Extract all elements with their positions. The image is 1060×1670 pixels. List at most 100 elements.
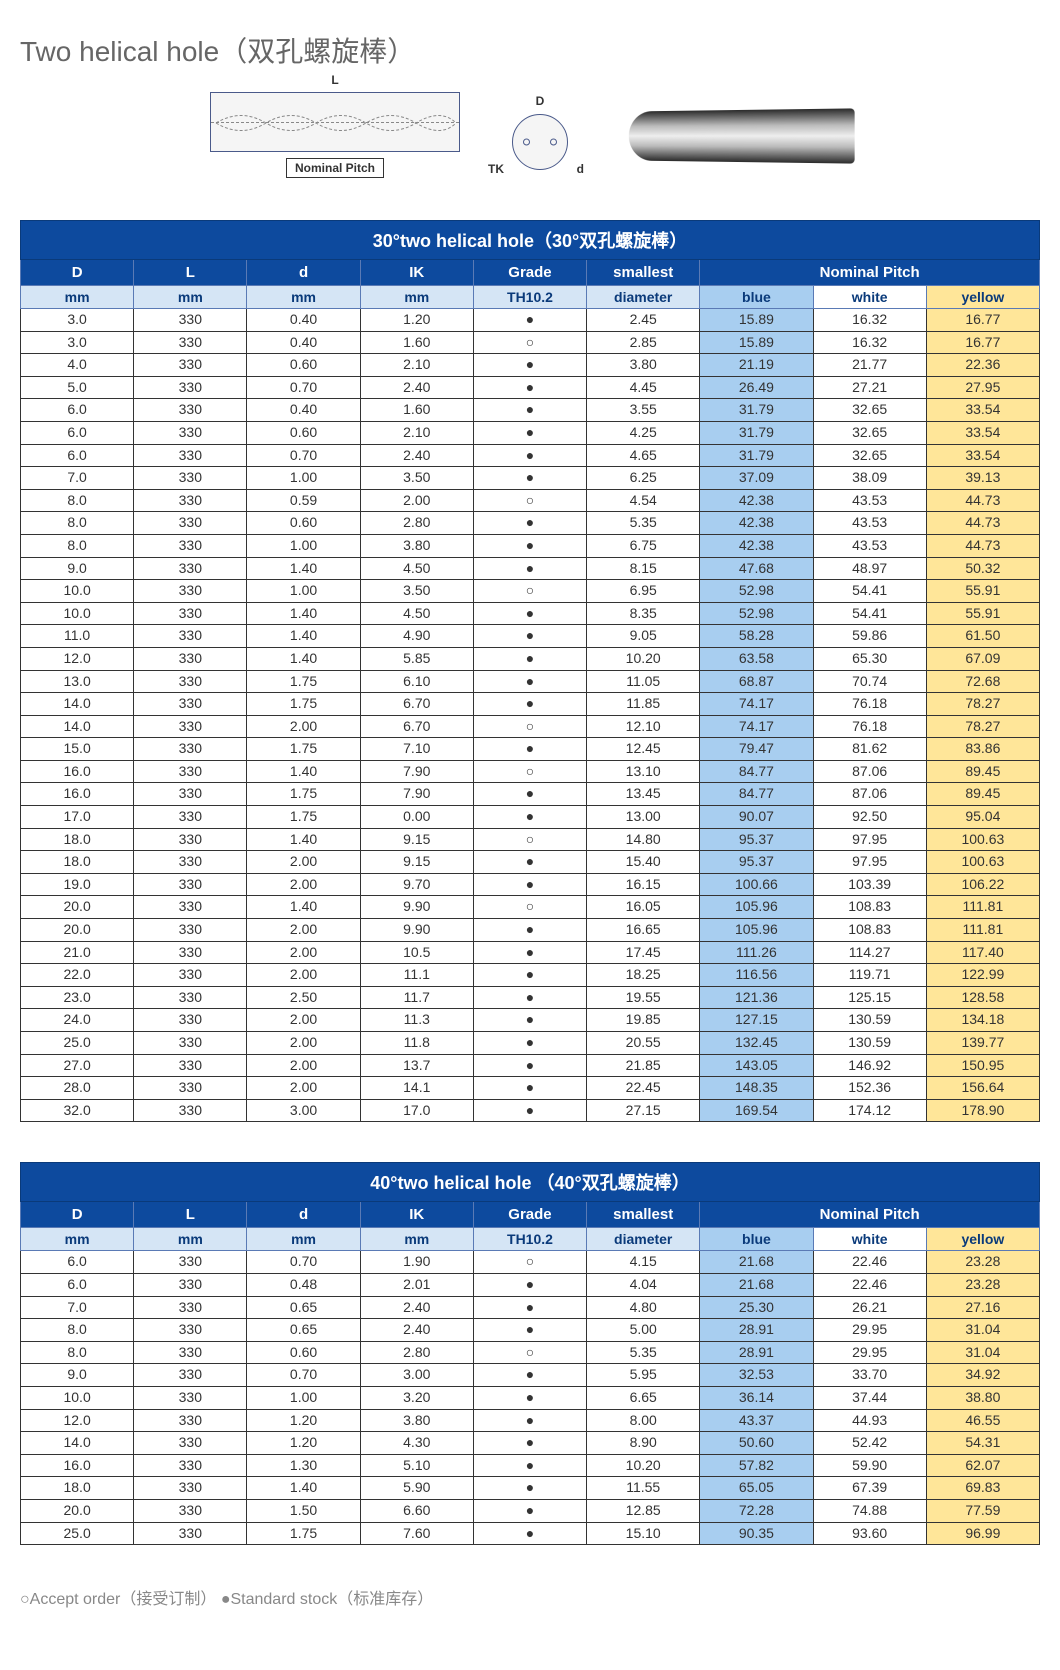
cell: 1.20 <box>247 1409 360 1432</box>
cell: ● <box>473 1499 586 1522</box>
cell: ○ <box>473 760 586 783</box>
cell: 89.45 <box>926 760 1039 783</box>
table-row: 13.03301.756.10●11.0568.8770.7472.68 <box>21 670 1040 693</box>
cell: 1.30 <box>247 1454 360 1477</box>
cell: 9.15 <box>360 828 473 851</box>
cell: 43.37 <box>700 1409 813 1432</box>
cell: ● <box>473 1454 586 1477</box>
cell: 28.91 <box>700 1341 813 1364</box>
cell: 9.70 <box>360 873 473 896</box>
cell: 0.60 <box>247 512 360 535</box>
cell: 27.0 <box>21 1054 134 1077</box>
sub-header: diameter <box>587 1228 700 1251</box>
cell: 4.0 <box>21 354 134 377</box>
cell: 46.55 <box>926 1409 1039 1432</box>
cell: 33.54 <box>926 444 1039 467</box>
cell: 2.10 <box>360 421 473 444</box>
cell: 103.39 <box>813 873 926 896</box>
cell: 330 <box>134 625 247 648</box>
cell: 16.32 <box>813 331 926 354</box>
cell: ● <box>473 1386 586 1409</box>
page-title: Two helical hole（双孔螺旋棒） <box>20 30 1040 70</box>
col-header: D <box>21 260 134 286</box>
side-view-diagram: L Nominal Pitch <box>210 92 460 178</box>
cell: 3.50 <box>360 580 473 603</box>
col-header: Grade <box>473 260 586 286</box>
cell: ● <box>473 309 586 332</box>
cell: ● <box>473 986 586 1009</box>
cell: 330 <box>134 489 247 512</box>
cell: 32.65 <box>813 399 926 422</box>
cell: 132.45 <box>700 1032 813 1055</box>
cell: 74.17 <box>700 693 813 716</box>
cell: 16.15 <box>587 873 700 896</box>
cell: 28.91 <box>700 1319 813 1342</box>
cell: 3.00 <box>360 1364 473 1387</box>
sub-header: mm <box>360 286 473 309</box>
cell: ○ <box>473 1251 586 1274</box>
cell: 18.0 <box>21 1477 134 1500</box>
cell: 16.0 <box>21 783 134 806</box>
cell: 23.28 <box>926 1273 1039 1296</box>
cell: 1.40 <box>247 760 360 783</box>
cell: ● <box>473 376 586 399</box>
cell: 14.80 <box>587 828 700 851</box>
cell: 31.79 <box>700 399 813 422</box>
cell: 146.92 <box>813 1054 926 1077</box>
cell: 31.04 <box>926 1341 1039 1364</box>
cell: ● <box>473 1296 586 1319</box>
cell: 38.80 <box>926 1386 1039 1409</box>
cell: 111.26 <box>700 941 813 964</box>
col-header: IK <box>360 260 473 286</box>
cell: ○ <box>473 896 586 919</box>
cell: 34.92 <box>926 1364 1039 1387</box>
cell: 44.93 <box>813 1409 926 1432</box>
cell: 25.30 <box>700 1296 813 1319</box>
col-header: d <box>247 260 360 286</box>
cell: 47.68 <box>700 557 813 580</box>
cell: 31.04 <box>926 1319 1039 1342</box>
col-header: D <box>21 1202 134 1228</box>
cell: 2.80 <box>360 1341 473 1364</box>
cell: ● <box>473 557 586 580</box>
cell: 44.73 <box>926 534 1039 557</box>
cell: 21.19 <box>700 354 813 377</box>
spec-table-1: 40°two helical hole （40°双孔螺旋棒）DLdIKGrade… <box>20 1162 1040 1545</box>
cell: 330 <box>134 580 247 603</box>
cell: 130.59 <box>813 1032 926 1055</box>
sub-header: yellow <box>926 286 1039 309</box>
cell: 0.40 <box>247 309 360 332</box>
cell: 148.35 <box>700 1077 813 1100</box>
table-row: 16.03301.407.90○13.1084.7787.0689.45 <box>21 760 1040 783</box>
cell: 3.50 <box>360 467 473 490</box>
table-row: 16.03301.305.10●10.2057.8259.9062.07 <box>21 1454 1040 1477</box>
cell: 25.0 <box>21 1032 134 1055</box>
cell: 26.21 <box>813 1296 926 1319</box>
cell: 0.70 <box>247 444 360 467</box>
table-row: 23.03302.5011.7●19.55121.36125.15128.58 <box>21 986 1040 1009</box>
cell: 11.85 <box>587 693 700 716</box>
cell: 32.0 <box>21 1099 134 1122</box>
cell: 37.09 <box>700 467 813 490</box>
cell: 5.00 <box>587 1319 700 1342</box>
cell: 1.75 <box>247 783 360 806</box>
cell: 11.7 <box>360 986 473 1009</box>
cell: 13.7 <box>360 1054 473 1077</box>
cell: 114.27 <box>813 941 926 964</box>
cell: 1.00 <box>247 467 360 490</box>
cell: 330 <box>134 1499 247 1522</box>
cell: 29.95 <box>813 1319 926 1342</box>
cell: 100.66 <box>700 873 813 896</box>
table-row: 14.03301.204.30●8.9050.6052.4254.31 <box>21 1432 1040 1455</box>
cell: 55.91 <box>926 602 1039 625</box>
cell: 7.0 <box>21 1296 134 1319</box>
col-header: smallest <box>587 1202 700 1228</box>
cell: 4.90 <box>360 625 473 648</box>
cell: 8.00 <box>587 1409 700 1432</box>
table-row: 7.03301.003.50●6.2537.0938.0939.13 <box>21 467 1040 490</box>
label-D: D <box>536 94 545 108</box>
cell: 17.0 <box>360 1099 473 1122</box>
cell: ● <box>473 467 586 490</box>
cell: 2.00 <box>247 715 360 738</box>
cell: 28.0 <box>21 1077 134 1100</box>
